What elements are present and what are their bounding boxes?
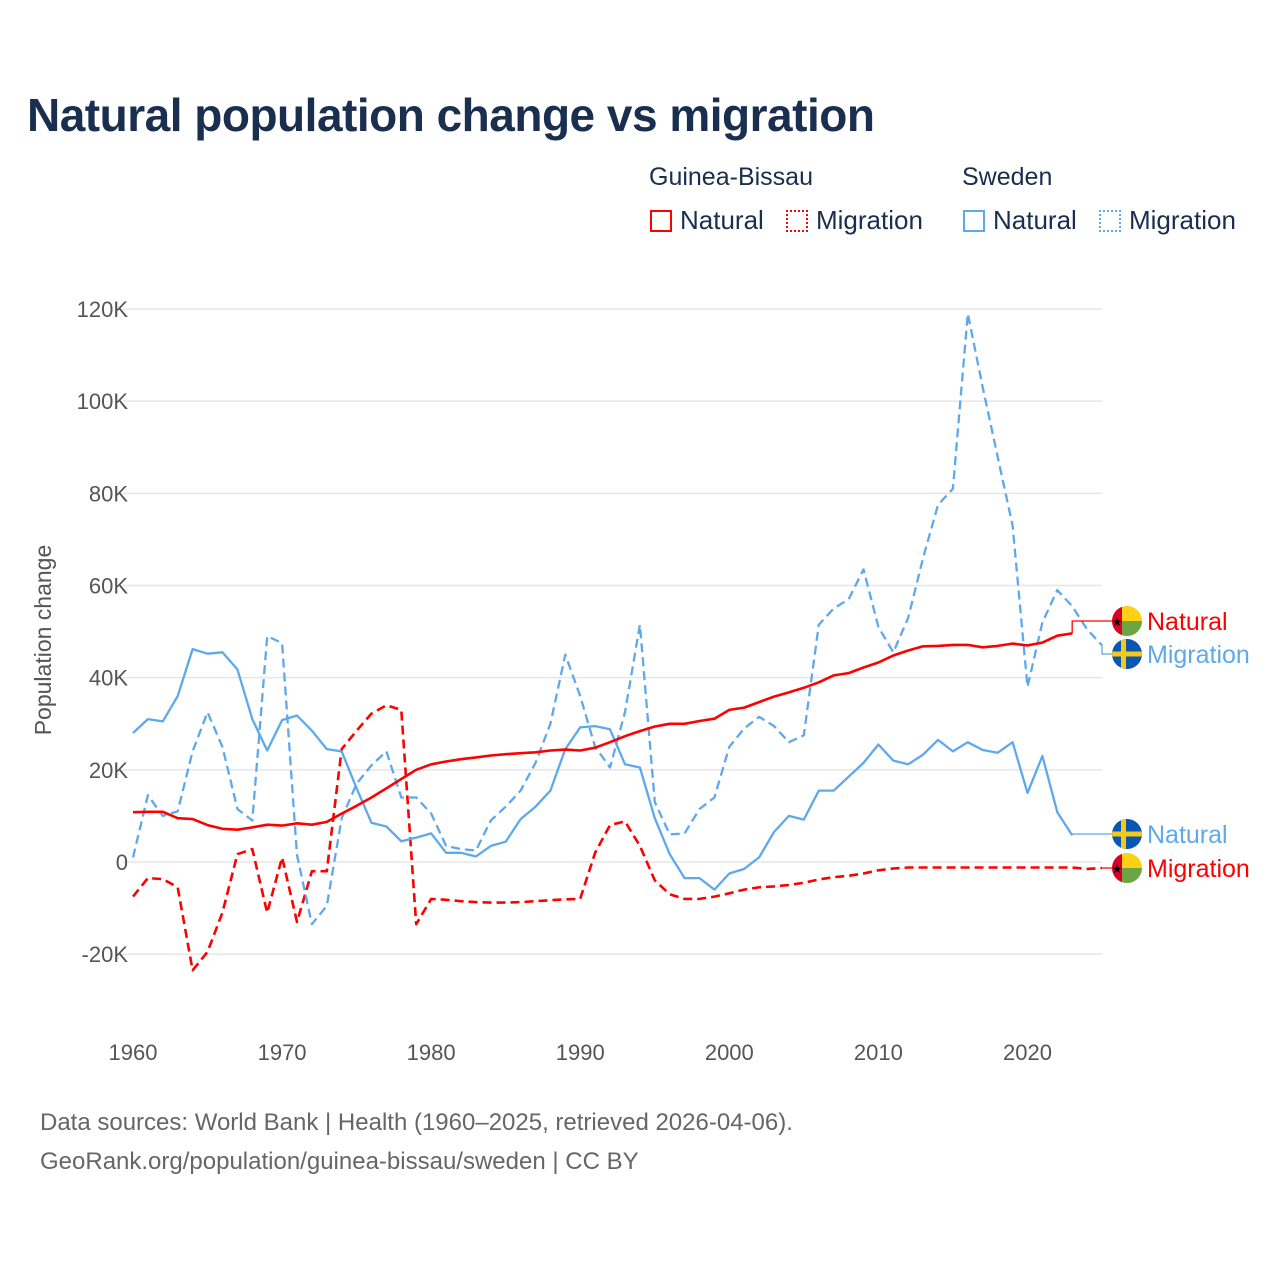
x-tick-label: 1980 [407, 1040, 456, 1065]
footer-link[interactable]: GeoRank.org/population/guinea-bissau/swe… [40, 1148, 639, 1175]
x-tick-label: 1960 [109, 1040, 158, 1065]
end-label: Natural [1147, 821, 1228, 849]
legend-item-gb-migration[interactable]: Migration [786, 205, 923, 236]
flag-cross-h [1112, 831, 1142, 837]
x-tick-label: 2000 [705, 1040, 754, 1065]
flag-red [1112, 606, 1122, 636]
series-line-sweden-migration [131, 312, 1103, 926]
flag-green [1122, 868, 1142, 883]
x-tick-label: 1970 [258, 1040, 307, 1065]
y-tick-label: 80K [89, 481, 128, 506]
star-icon: ★ [1112, 862, 1123, 876]
legend-group-guinea-bissau: Guinea-Bissau [649, 163, 813, 191]
end-label-connector [1101, 645, 1114, 655]
legend-item-se-natural[interactable]: Natural [963, 205, 1077, 236]
legend-swatch-solid-red [650, 209, 672, 232]
y-tick-label: 20K [89, 758, 128, 783]
guinea-bissau-flag-icon: ★ [1112, 853, 1142, 883]
flag [1112, 819, 1142, 849]
x-tick-label: 1990 [556, 1040, 605, 1065]
flag: ★ [1112, 853, 1142, 883]
footer-source: Data sources: World Bank | Health (1960–… [40, 1109, 793, 1136]
series-line-sweden-natural [132, 647, 1074, 891]
x-tick-label: 2010 [854, 1040, 903, 1065]
legend-item-se-migration[interactable]: Migration [1099, 205, 1236, 236]
x-axis-ticks: 1960 1970 1980 1990 2000 2010 2020 [109, 1040, 1052, 1065]
end-label-connector [1071, 620, 1114, 634]
legend-swatch-dotted-red [786, 209, 808, 232]
y-tick-label: 40K [89, 666, 128, 691]
legend-item-gb-natural[interactable]: Natural [650, 205, 764, 236]
sweden-flag-icon [1112, 819, 1142, 849]
flag-red [1112, 853, 1122, 883]
legend-label: Natural [993, 205, 1077, 235]
y-axis-ticks: -20K 0 20K 40K 60K 80K 100K 120K [77, 297, 129, 967]
y-tick-label: 60K [89, 574, 128, 599]
series-lines [131, 312, 1103, 972]
legend-swatch-dotted-blue [1099, 209, 1121, 232]
series-line-guinea-bissau-natural [132, 632, 1073, 831]
legend-label: Migration [1129, 205, 1236, 235]
end-label: Migration [1147, 855, 1250, 883]
y-axis-label: Population change [30, 545, 56, 736]
flag-cross-v [1121, 639, 1126, 669]
flag [1112, 639, 1142, 669]
flag: ★ [1112, 606, 1142, 636]
y-tick-label: -20K [82, 942, 129, 967]
y-tick-label: 0 [116, 850, 128, 875]
y-tick-label: 100K [77, 389, 129, 414]
star-icon: ★ [1112, 615, 1123, 629]
gridlines [123, 308, 1102, 955]
legend-label: Natural [680, 205, 764, 235]
flag-cross-v [1121, 819, 1126, 849]
flag-cross-h [1112, 651, 1142, 657]
chart-title: Natural population change vs migration [27, 89, 875, 141]
legend-label: Migration [816, 205, 923, 235]
end-label: Natural [1147, 608, 1228, 636]
sweden-flag-icon [1112, 639, 1142, 669]
guinea-bissau-flag-icon: ★ [1112, 606, 1142, 636]
flag-green [1122, 621, 1142, 636]
series-line-guinea-bissau-migration [131, 704, 1103, 972]
end-label: Migration [1147, 641, 1250, 669]
y-tick-label: 120K [77, 297, 129, 322]
legend-group-sweden: Sweden [962, 163, 1053, 191]
end-label-connector [1071, 833, 1114, 836]
end-labels: ★ Natural ★ Migration Natural Migration [1071, 606, 1250, 883]
legend-swatch-solid-blue [963, 209, 985, 232]
x-tick-label: 2020 [1003, 1040, 1052, 1065]
